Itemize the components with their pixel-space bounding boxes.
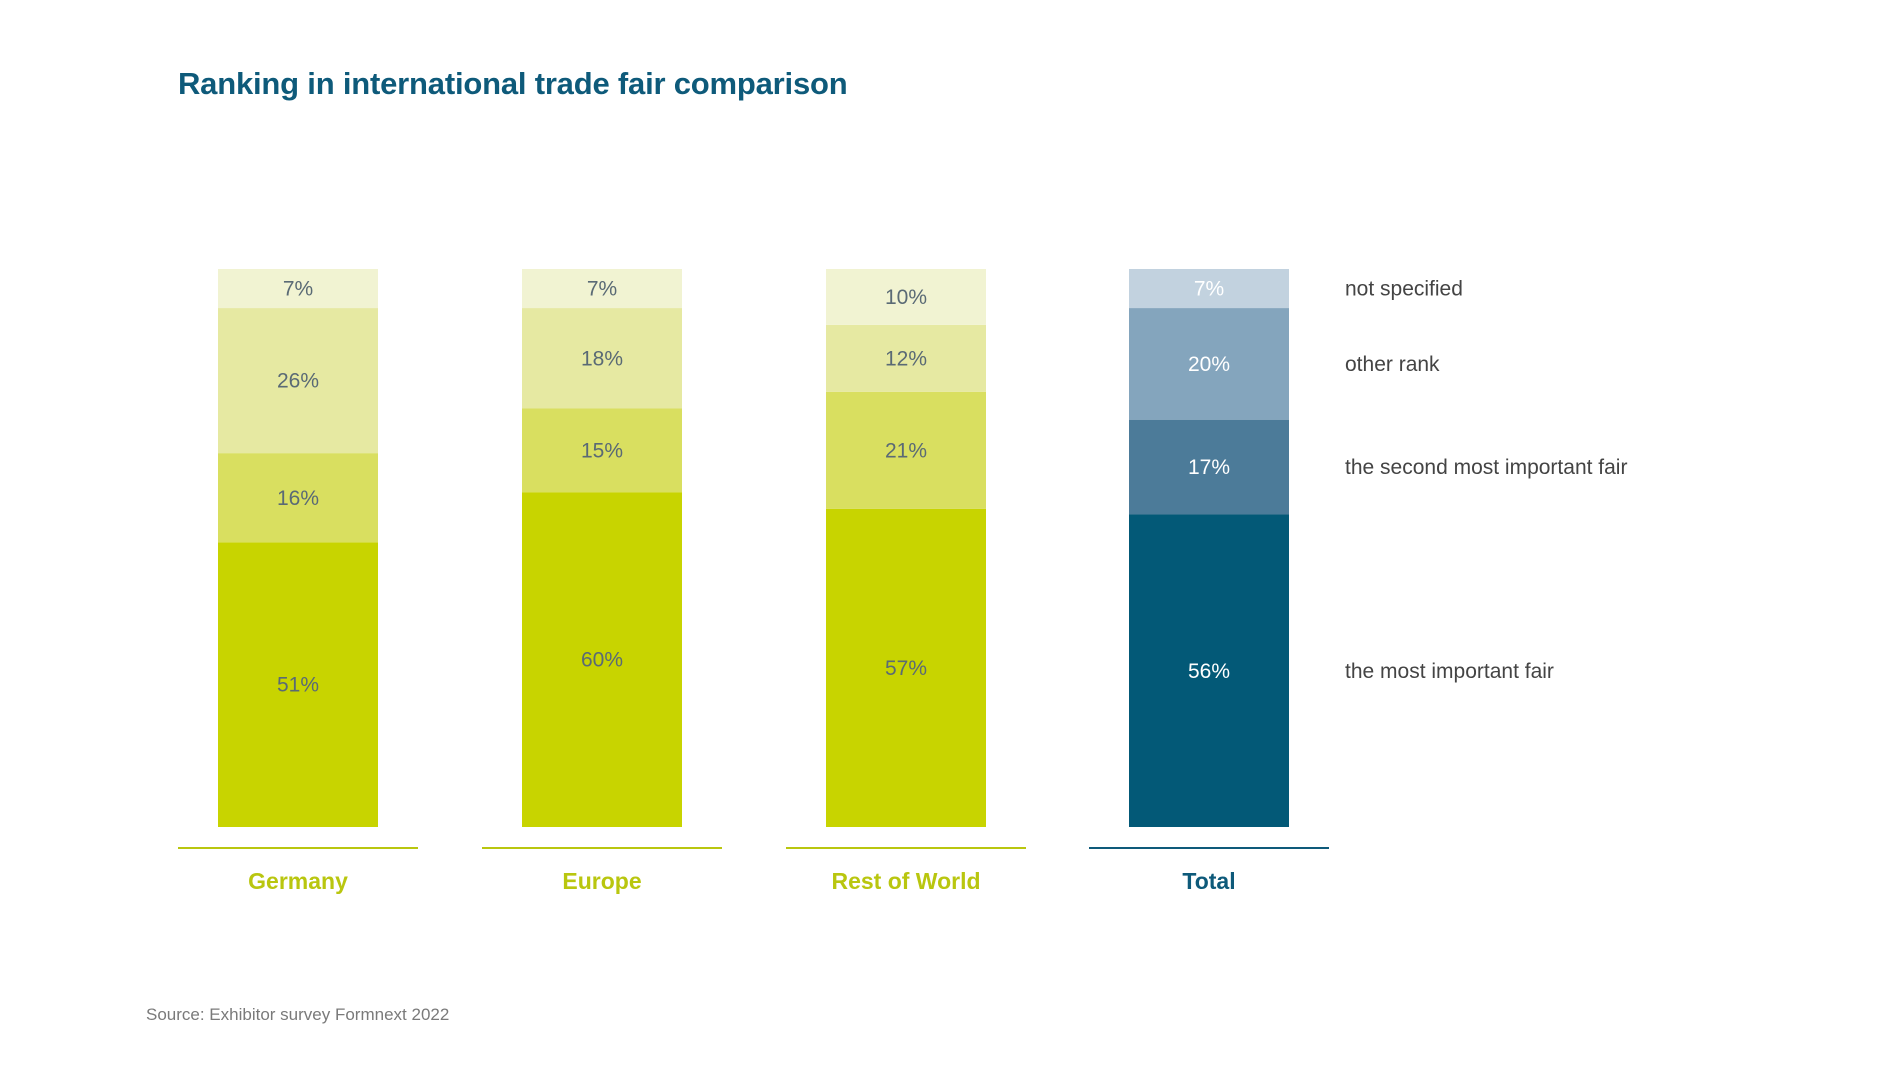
bar-segment-rest-of-world-not-specified: [826, 269, 986, 325]
bar-segment-germany-not-specified: [218, 269, 378, 309]
legend-the-most-important-fair: the most important fair: [1345, 660, 1554, 683]
data-label-germany-the-most-important-fair: 51%: [277, 674, 319, 697]
category-label-europe: Europe: [562, 868, 641, 894]
bar-segment-rest-of-world-other-rank: [826, 324, 986, 392]
data-label-total-the-second-most-important-fair: 17%: [1188, 456, 1230, 479]
bar-segment-europe-the-second-most-important-fair: [522, 408, 682, 493]
category-label-rest-of-world: Rest of World: [831, 868, 980, 894]
data-label-europe-the-most-important-fair: 60%: [581, 649, 623, 672]
bar-segment-europe-the-most-important-fair: [522, 492, 682, 827]
category-label-germany: Germany: [248, 868, 348, 894]
bar-segment-total-the-most-important-fair: [1129, 514, 1289, 827]
bar-segment-total-the-second-most-important-fair: [1129, 419, 1289, 515]
data-label-europe-not-specified: 7%: [587, 278, 617, 301]
data-label-germany-other-rank: 26%: [277, 370, 319, 393]
bar-segment-germany-other-rank: [218, 308, 378, 454]
bar-segment-rest-of-world-the-second-most-important-fair: [826, 391, 986, 509]
data-label-rest-of-world-the-most-important-fair: 57%: [885, 657, 927, 680]
legend-not-specified: not specified: [1345, 278, 1463, 301]
data-label-total-not-specified: 7%: [1194, 278, 1224, 301]
bar-segment-total-other-rank: [1129, 308, 1289, 420]
data-label-europe-other-rank: 18%: [581, 347, 623, 370]
legend-other-rank: other rank: [1345, 353, 1440, 376]
bar-segment-germany-the-second-most-important-fair: [218, 453, 378, 543]
data-label-europe-the-second-most-important-fair: 15%: [581, 439, 623, 462]
data-label-germany-the-second-most-important-fair: 16%: [277, 487, 319, 510]
source-note: Source: Exhibitor survey Formnext 2022: [146, 1005, 450, 1024]
data-label-rest-of-world-not-specified: 10%: [885, 286, 927, 309]
legend-the-second-most-important-fair: the second most important fair: [1345, 456, 1627, 479]
bar-segment-total-not-specified: [1129, 269, 1289, 309]
data-label-rest-of-world-the-second-most-important-fair: 21%: [885, 439, 927, 462]
data-label-total-other-rank: 20%: [1188, 353, 1230, 376]
chart-title: Ranking in international trade fair comp…: [178, 66, 848, 101]
bar-segment-rest-of-world-the-most-important-fair: [826, 508, 986, 827]
data-label-rest-of-world-other-rank: 12%: [885, 347, 927, 370]
category-label-total: Total: [1182, 868, 1235, 894]
bar-segment-germany-the-most-important-fair: [218, 542, 378, 827]
bar-segment-europe-other-rank: [522, 308, 682, 409]
bar-segment-europe-not-specified: [522, 269, 682, 309]
data-label-total-the-most-important-fair: 56%: [1188, 660, 1230, 683]
data-label-germany-not-specified: 7%: [283, 278, 313, 301]
